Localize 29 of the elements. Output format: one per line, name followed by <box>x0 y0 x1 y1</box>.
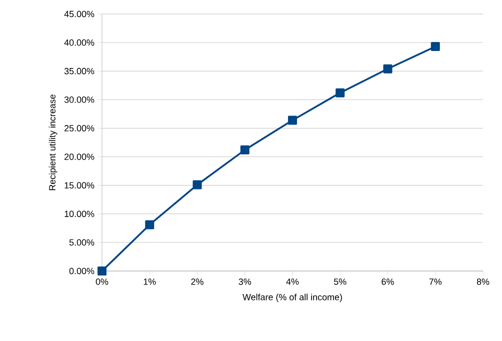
point <box>240 145 250 154</box>
point <box>336 88 345 98</box>
y-tick-label: 30.00% <box>64 96 94 103</box>
point <box>430 42 440 52</box>
x-tick-label: 7% <box>429 278 442 285</box>
y-tick-label: 40.00% <box>64 39 94 46</box>
point <box>145 220 154 230</box>
point <box>98 266 107 276</box>
x-tick-label: 6% <box>382 278 394 285</box>
x-tick-label: 0% <box>96 278 108 285</box>
y-tick-label: 45.00% <box>64 10 94 18</box>
y-tick-label: 0.00% <box>69 268 94 274</box>
x-tick-label: 5% <box>334 278 346 285</box>
x-tick-label: 2% <box>191 278 204 285</box>
y-tick-label: 25.00% <box>64 125 94 132</box>
y-tick-label: 35.00% <box>64 68 94 74</box>
point <box>383 64 392 74</box>
x-tick-label: 3% <box>238 278 252 285</box>
y-tick-label: 5.00% <box>69 239 94 246</box>
point <box>192 180 202 190</box>
x-tick-label: 4% <box>286 278 299 285</box>
y-tick-label: 15.00% <box>64 182 94 189</box>
x-tick-label: 8% <box>476 278 490 285</box>
x-axis-title: Welfare (% of all income) <box>242 294 342 302</box>
x-tick-label: 1% <box>144 278 156 285</box>
y-axis-title: Recipient utility increase <box>48 94 58 190</box>
point <box>288 116 298 125</box>
y-tick-label: 20.00% <box>64 154 94 160</box>
y-tick-label: 10.00% <box>64 210 94 218</box>
